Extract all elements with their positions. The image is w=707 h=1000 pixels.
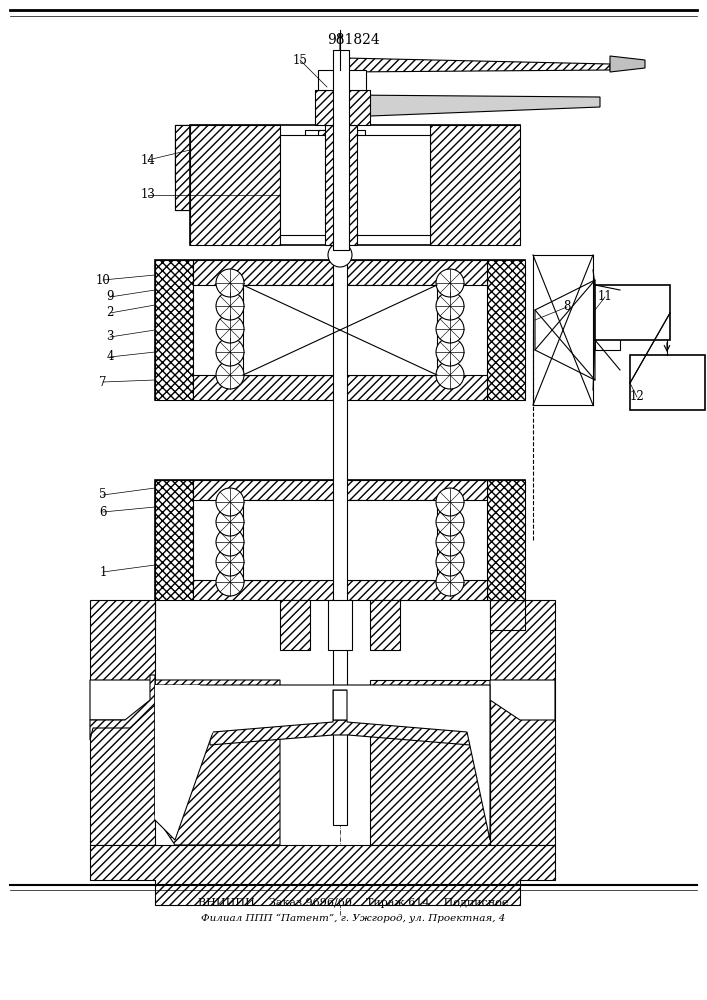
Text: 7: 7: [99, 375, 107, 388]
Bar: [325, 125, 357, 245]
Polygon shape: [175, 125, 265, 180]
Circle shape: [216, 488, 244, 516]
Polygon shape: [155, 685, 490, 840]
Polygon shape: [193, 260, 487, 285]
Circle shape: [436, 508, 464, 536]
Bar: [190, 125, 520, 245]
Polygon shape: [430, 125, 520, 245]
Circle shape: [216, 292, 244, 320]
Bar: [333, 50, 349, 250]
Circle shape: [436, 528, 464, 556]
Polygon shape: [90, 680, 155, 720]
Circle shape: [216, 338, 244, 366]
Text: 10: 10: [95, 273, 110, 286]
Polygon shape: [535, 280, 595, 380]
Text: 13: 13: [141, 188, 156, 202]
Text: 5: 5: [99, 488, 107, 502]
Polygon shape: [155, 480, 193, 600]
Circle shape: [216, 269, 244, 297]
Text: 6: 6: [99, 506, 107, 518]
Polygon shape: [490, 600, 555, 845]
Circle shape: [216, 568, 244, 596]
Bar: [315, 90, 370, 125]
Polygon shape: [193, 480, 487, 500]
Text: 4: 4: [106, 351, 114, 363]
Bar: [280, 135, 430, 235]
Polygon shape: [155, 260, 193, 400]
Polygon shape: [333, 690, 350, 720]
Circle shape: [328, 243, 352, 267]
Polygon shape: [90, 675, 155, 740]
Bar: [595, 285, 670, 340]
Bar: [305, 130, 365, 210]
Circle shape: [216, 361, 244, 389]
Text: 2: 2: [106, 306, 114, 320]
Polygon shape: [280, 600, 310, 650]
Circle shape: [436, 338, 464, 366]
Circle shape: [436, 488, 464, 516]
Polygon shape: [610, 56, 645, 72]
Polygon shape: [175, 125, 215, 210]
Circle shape: [436, 548, 464, 576]
Circle shape: [216, 508, 244, 536]
Bar: [243, 500, 437, 580]
Text: 9: 9: [106, 290, 114, 304]
Polygon shape: [193, 375, 487, 400]
Text: 14: 14: [141, 153, 156, 166]
Bar: [175, 125, 435, 210]
Circle shape: [216, 548, 244, 576]
Circle shape: [436, 568, 464, 596]
Text: 3: 3: [106, 330, 114, 344]
Bar: [333, 170, 349, 250]
Bar: [318, 70, 366, 90]
Text: 8: 8: [563, 300, 571, 314]
Circle shape: [216, 315, 244, 343]
Text: Филиал ППП “Патент”, г. Ужгород, ул. Проектная, 4: Филиал ППП “Патент”, г. Ужгород, ул. Про…: [201, 913, 506, 923]
Polygon shape: [370, 600, 400, 650]
Bar: [328, 600, 352, 650]
Polygon shape: [190, 125, 280, 245]
Polygon shape: [490, 680, 555, 720]
Circle shape: [436, 361, 464, 389]
Circle shape: [216, 528, 244, 556]
Polygon shape: [210, 720, 470, 745]
Circle shape: [436, 292, 464, 320]
Polygon shape: [490, 600, 525, 630]
Bar: [243, 285, 437, 375]
Circle shape: [436, 269, 464, 297]
Circle shape: [436, 315, 464, 343]
Polygon shape: [193, 580, 487, 600]
Polygon shape: [318, 130, 357, 170]
Polygon shape: [345, 58, 610, 72]
Text: 15: 15: [293, 53, 308, 66]
Polygon shape: [155, 680, 280, 845]
Polygon shape: [90, 600, 155, 845]
Bar: [155, 480, 525, 600]
Bar: [318, 140, 352, 200]
Text: 1: 1: [99, 566, 107, 578]
Polygon shape: [155, 685, 213, 820]
Bar: [595, 310, 620, 350]
Polygon shape: [370, 680, 490, 845]
Polygon shape: [487, 260, 525, 400]
Polygon shape: [90, 845, 555, 905]
Text: 12: 12: [630, 390, 644, 403]
Bar: [333, 130, 347, 825]
Bar: [155, 260, 525, 400]
Text: 11: 11: [597, 290, 612, 304]
Polygon shape: [345, 125, 435, 180]
Text: 981824: 981824: [327, 33, 380, 47]
Text: ВНИИПИ    Заказ 9696/60    Тираж 614    Подписное: ВНИИПИ Заказ 9696/60 Тираж 614 Подписное: [198, 898, 508, 908]
Polygon shape: [487, 480, 525, 600]
Bar: [630, 355, 705, 410]
Polygon shape: [175, 160, 435, 180]
Polygon shape: [345, 95, 600, 117]
